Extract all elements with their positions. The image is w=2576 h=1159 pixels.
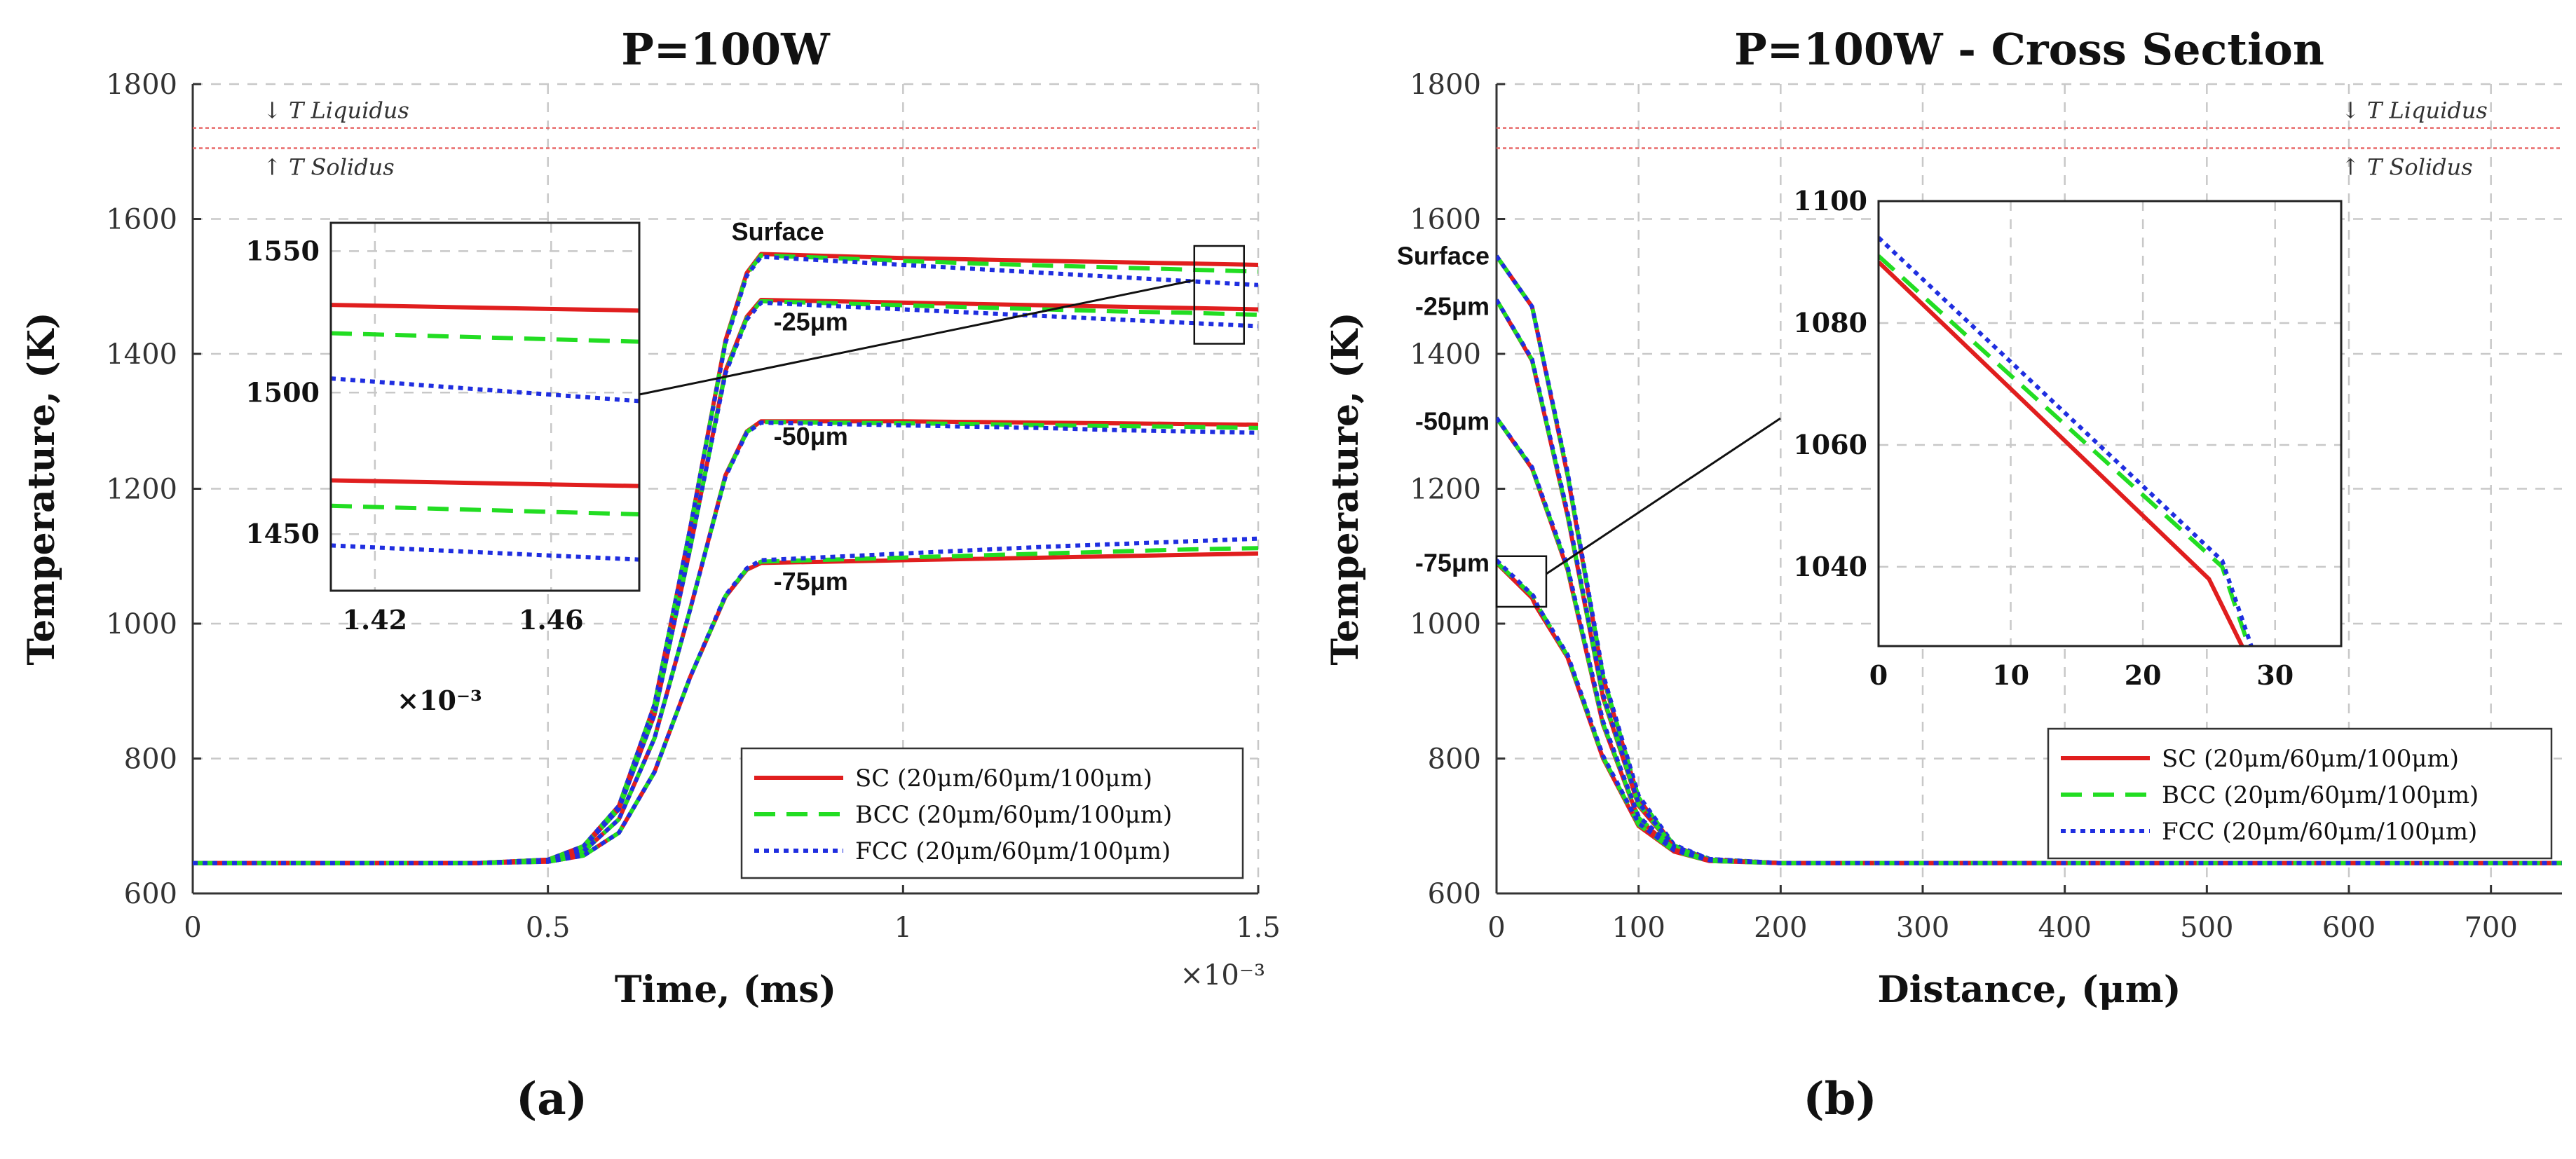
legend-entry-fcc: FCC (20μm/60μm/100μm) [2162,818,2477,846]
series-line-fcc-2 [1879,236,2254,646]
curve-label: -50μm [1415,406,1490,435]
curve-label: Surface [732,217,824,246]
curve-label: -50μm [774,422,848,451]
inset-y-tick-label: 1500 [245,376,320,408]
chart-title: P=100W [621,24,831,75]
inset-x-tick-label: 20 [2125,659,2162,691]
x-tick-label: 1 [894,912,912,944]
inset-y-tick-label: 1040 [1793,551,1867,582]
x-tick-label: 0 [1487,912,1505,944]
series-line-fcc-75m [193,536,1258,865]
series-line-sc-0 [1879,260,2244,646]
inset-y-tick-label: 1100 [1793,185,1867,217]
inset-y-tick-label: 1080 [1793,307,1867,338]
x-axis-label: Distance, (μm) [1878,968,2181,1011]
series-line-sc-3 [331,478,639,488]
legend-entry-bcc: BCC (20μm/60μm/100μm) [855,801,1172,829]
x-tick-label: 600 [2322,912,2376,944]
series-line-sc-0 [331,303,639,313]
series-line-fcc-25m [193,300,1258,865]
x-tick-label: 100 [1611,912,1665,944]
inset-x-tick-label: 30 [2256,659,2294,691]
curve-label: -75μm [774,567,848,596]
inset-y-tick-label: 1450 [245,518,320,549]
y-tick-label: 800 [124,743,177,776]
series-line-fcc-2 [331,376,639,404]
x-tick-label: 500 [2180,912,2233,944]
series-line-bcc-1 [331,331,639,344]
y-tick-label: 1800 [106,69,177,101]
inset-x-tick-label: 1.42 [343,604,408,636]
legend-entry-bcc: BCC (20μm/60μm/100μm) [2162,781,2479,809]
inset-frame [329,221,641,592]
y-tick-label: 800 [1428,743,1481,776]
y-tick-label: 1000 [1410,608,1481,640]
inset-y-tick-label: 1060 [1793,429,1867,460]
legend-entry-sc: SC (20μm/60μm/100μm) [2162,745,2459,773]
x-tick-label: 200 [1754,912,1807,944]
y-tick-label: 1600 [1410,204,1481,236]
x-tick-label: 1.5 [1236,912,1281,944]
y-tick-label: 600 [1428,878,1481,910]
legend: SC (20μm/60μm/100μm) BCC (20μm/60μm/100μm… [740,747,1244,879]
x-tick-label: 700 [2464,912,2517,944]
curve-label: -25μm [774,307,848,336]
curve-label: -25μm [1415,292,1490,321]
panel-label: (a) [516,1073,587,1125]
y-tick-label: 1800 [1410,69,1481,101]
zoom-window [1193,245,1245,345]
y-tick-label: 1200 [106,474,177,506]
y-tick-label: 1200 [1410,474,1481,506]
curve-label: -75μm [1415,548,1490,577]
series-line-fcc-5 [331,543,639,562]
inset-x-tick-label: 10 [1992,659,2029,691]
x-axis-label: Time, (ms) [615,968,836,1011]
inset-background [1879,201,2341,646]
y-axis-label: Temperature, (K) [1324,312,1367,665]
y-tick-label: 600 [124,878,177,910]
panel-label: (b) [1803,1073,1876,1125]
series-line-bcc-1 [1879,254,2251,646]
zoom-connector [639,279,1195,396]
x-scale-note: ×10⁻³ [1180,959,1265,992]
inset-x-tick-label: 0 [1869,659,1888,691]
inset-y-tick-label: 1550 [245,235,320,266]
series-line-fcc-50m [193,420,1258,865]
series-line-bcc-4 [331,503,639,516]
y-tick-label: 1000 [106,608,177,640]
inset-b: 0 10 20 30 1040 1060 1080 1100 [1793,185,2343,691]
inset-background [331,223,639,591]
x-tick-label: 0.5 [526,912,571,944]
y-tick-label: 1400 [106,338,177,371]
chart-a: 0 0.5 1 1.5 600 800 1000 1200 1400 1600 1800 ×10⁻³ P… [20,24,1281,1125]
series-line-bcc-surface [193,253,1258,865]
reference-label-liquidus: ↓ T Liquidus [263,97,409,124]
inset-x-tick-label: 1.46 [519,604,584,636]
inset-frame [1877,200,2343,647]
legend-entry-sc: SC (20μm/60μm/100μm) [855,764,1152,793]
inset-a: 1.42 1.46 1450 1500 1550 ×10⁻³ [245,221,641,716]
x-tick-label: 0 [184,912,201,944]
legend: SC (20μm/60μm/100μm) BCC (20μm/60μm/100μm… [2047,727,2553,860]
inset-x-scale-note: ×10⁻³ [397,685,482,716]
y-tick-label: 1400 [1410,338,1481,371]
x-tick-label: 300 [1896,912,1949,944]
series-line-fcc-surface [193,254,1258,865]
reference-label-solidus: ↑ T Solidus [263,153,395,180]
chart-b: 0 100 200 300 400 500 600 700600800100012001400… [1324,24,2562,1125]
reference-label-liquidus: ↓ T Liquidus [2341,97,2488,124]
reference-label-solidus: ↑ T Solidus [2341,153,2473,180]
x-tick-label: 400 [2038,912,2091,944]
zoom-window [1495,555,1548,608]
legend-entry-fcc: FCC (20μm/60μm/100μm) [855,837,1171,865]
y-axis-label: Temperature, (K) [20,312,63,665]
chart-title: P=100W - Cross Section [1734,24,2324,75]
curve-label: Surface [1397,241,1490,270]
zoom-connector [1546,417,1781,575]
y-tick-label: 1600 [106,204,177,236]
series-line-fcc-75m [1497,558,2562,865]
